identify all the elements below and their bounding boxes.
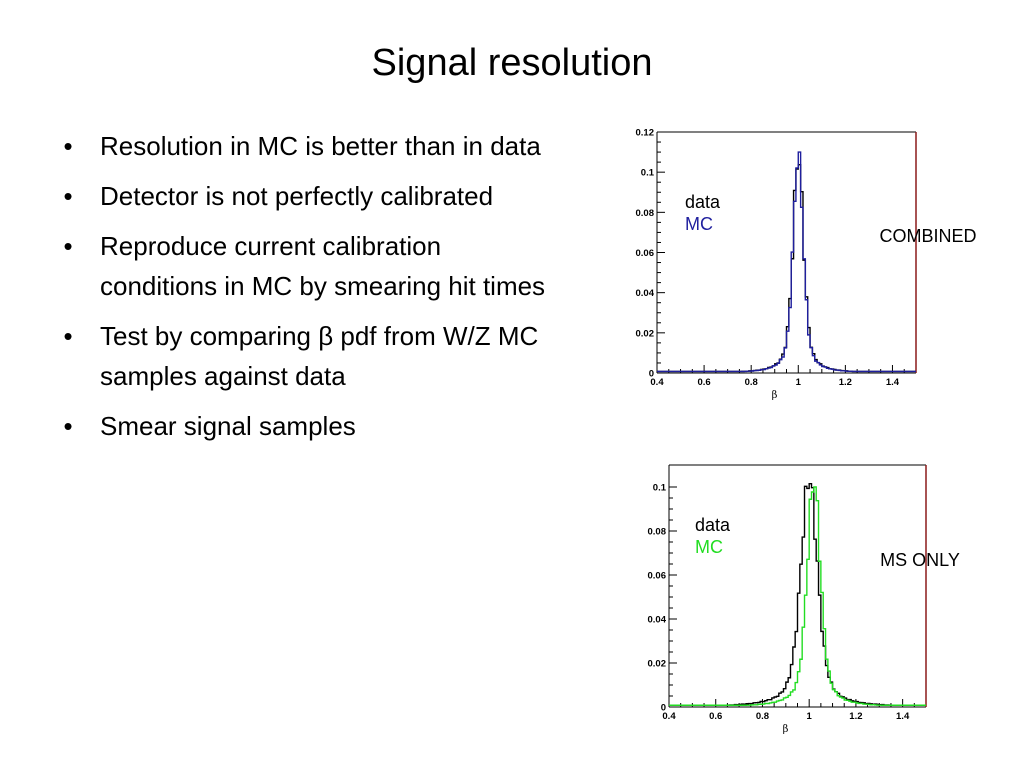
y-tick-label: 0.04 (636, 288, 655, 299)
legend-entry-mc: MC (685, 214, 713, 234)
y-tick-label: 0.06 (636, 248, 655, 259)
bullet-item: • Resolution in MC is better than in data (58, 126, 548, 166)
y-tick-label: 0.1 (653, 483, 667, 494)
x-tick-label: 0.4 (650, 377, 664, 388)
bullet-dot-icon: • (63, 321, 73, 351)
bullet-dot-icon: • (63, 411, 73, 441)
x-tick-label: 0.8 (756, 711, 769, 722)
y-tick-label: 0.08 (648, 527, 667, 538)
x-tick-label: 1 (796, 377, 802, 388)
bullet-dot-icon: • (63, 231, 73, 261)
x-axis-label: β (772, 390, 778, 401)
x-tick-label: 1.2 (849, 711, 862, 722)
y-tick-label: 0.04 (648, 615, 667, 626)
chart-side-label: COMBINED (879, 226, 976, 246)
bullet-text: Resolution in MC is better than in data (100, 131, 541, 161)
y-tick-label: 0 (649, 369, 654, 380)
y-tick-label: 0.02 (636, 328, 655, 339)
bullet-text: Reproduce current calibration conditions… (100, 231, 546, 301)
bullet-item: • Test by comparing β pdf from W/Z MC sam… (58, 316, 548, 396)
legend-entry-data: data (695, 515, 731, 535)
x-tick-label: 0.6 (697, 377, 710, 388)
x-tick-label: 1 (807, 711, 813, 722)
x-tick-label: 1.4 (886, 377, 900, 388)
bullet-text: Smear signal samples (100, 411, 356, 441)
bullet-item: • Detector is not perfectly calibrated (58, 176, 548, 216)
x-tick-label: 1.2 (839, 377, 852, 388)
bullet-text: Test by comparing β pdf from W/Z MC samp… (100, 321, 539, 391)
x-tick-label: 0.8 (745, 377, 758, 388)
bullet-text: Detector is not perfectly calibrated (100, 181, 494, 211)
y-tick-label: 0.02 (648, 659, 667, 670)
y-tick-label: 0.08 (636, 208, 655, 219)
y-tick-label: 0.06 (648, 571, 667, 582)
x-tick-label: 0.4 (662, 711, 676, 722)
x-tick-label: 1.4 (896, 711, 910, 722)
bullet-item: • Reproduce current calibration condition… (58, 226, 548, 306)
bullet-item: • Smear signal samples (58, 406, 548, 446)
y-tick-label: 0 (661, 703, 666, 714)
y-tick-label: 0.1 (641, 168, 655, 179)
bullet-list: • Resolution in MC is better than in data… (58, 126, 548, 456)
series-mc-histogram (669, 486, 926, 706)
y-tick-label: 0.12 (636, 128, 655, 139)
slide-title: Signal resolution (371, 42, 653, 84)
bullet-dot-icon: • (63, 181, 73, 211)
series-mc-histogram (657, 151, 916, 373)
bullet-dot-icon: • (63, 131, 73, 161)
legend-entry-data: data (685, 192, 721, 212)
chart-side-label: MS ONLY (880, 550, 960, 570)
x-tick-label: 0.6 (709, 711, 722, 722)
legend-entry-mc: MC (695, 537, 723, 557)
x-axis-label: β (783, 724, 789, 735)
